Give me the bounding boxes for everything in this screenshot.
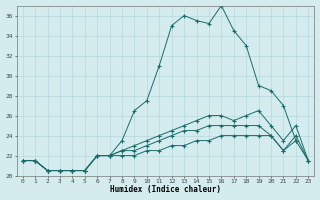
X-axis label: Humidex (Indice chaleur): Humidex (Indice chaleur) xyxy=(110,185,221,194)
